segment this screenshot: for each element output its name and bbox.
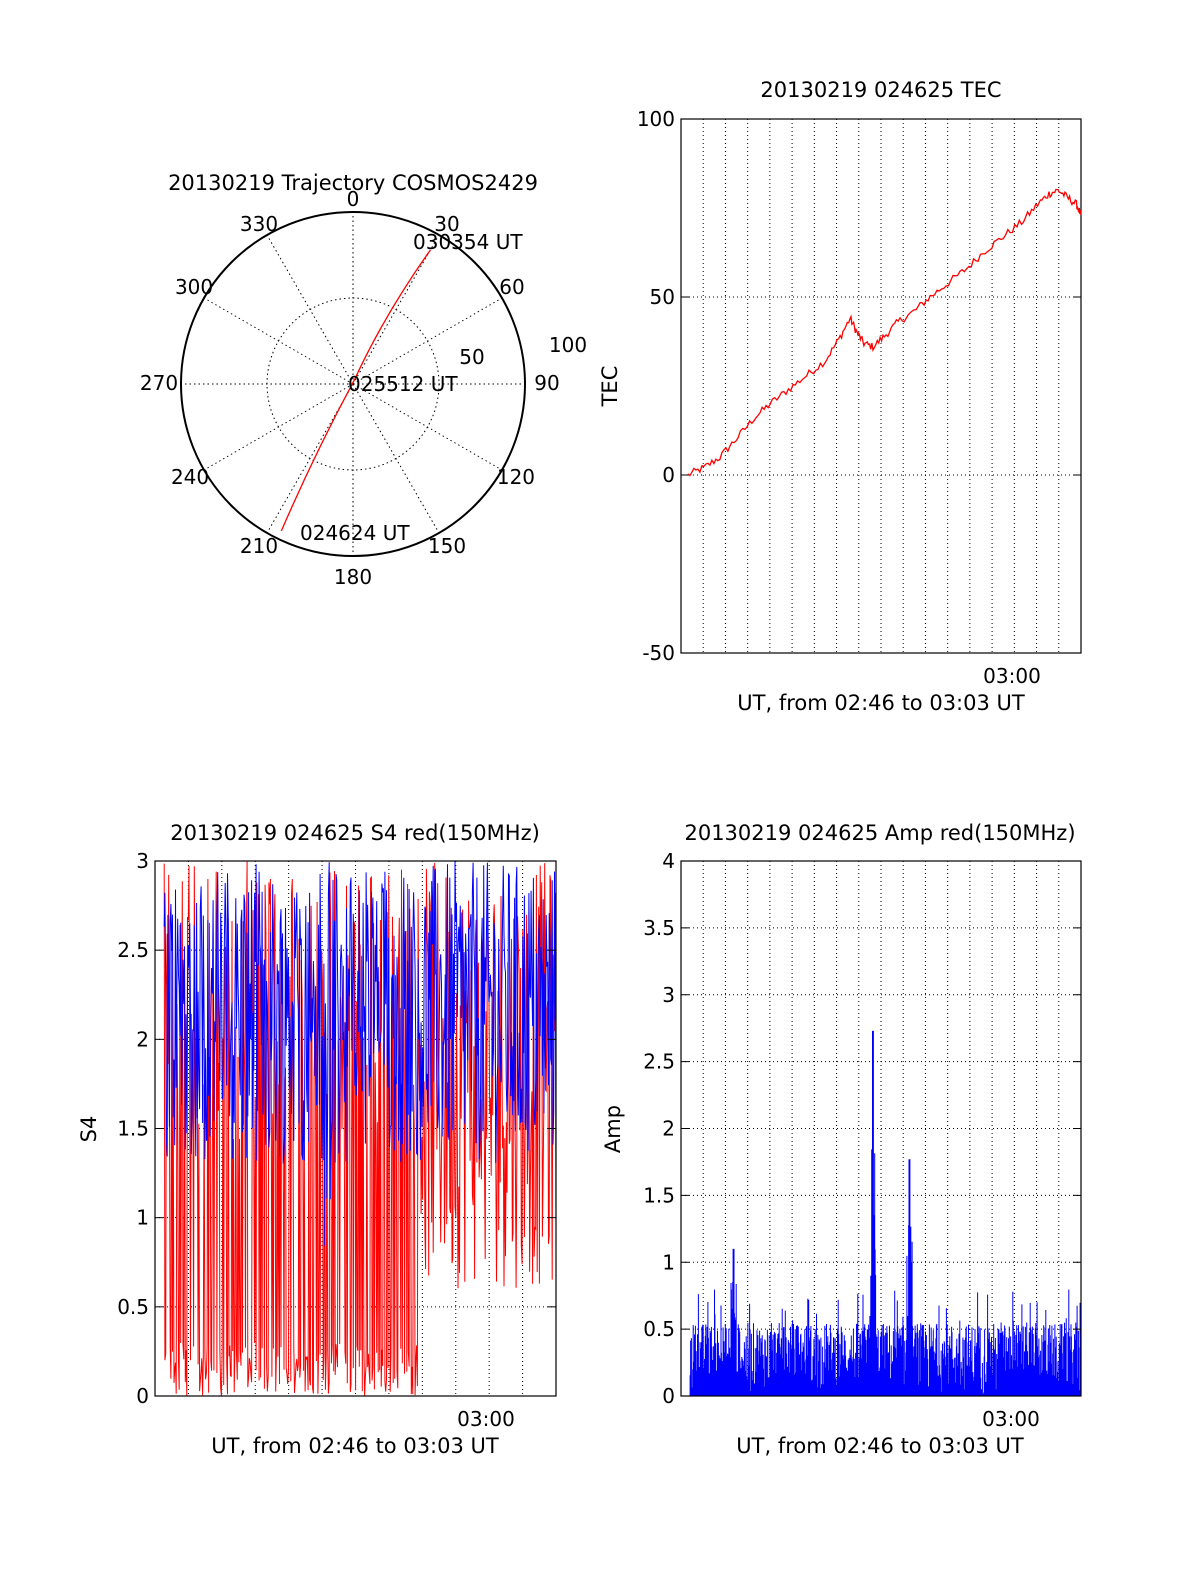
s4-y-axis-label: S4 [77,1116,101,1143]
s4-chart: 20130219 024625 S4 red(150MHz) 3 2.5 2 1.5 1… [77,821,557,1458]
polar-angle-label: 60 [499,275,524,299]
polar-radius-label: 100 [549,333,587,357]
polar-angle-label: 30 [434,212,459,236]
amp-y-axis-label: Amp [601,1105,625,1153]
polar-angle-label: 300 [175,275,213,299]
polar-spoke [266,234,354,385]
polar-angle-label: 120 [497,465,535,489]
polar-angle-label: 0 [347,187,360,211]
polar-spoke [352,383,440,534]
amp-chart-title: 20130219 024625 Amp red(150MHz) [684,821,1075,845]
tec-y-axis-ticks: 100 50 0 -50 [637,107,1081,665]
amp-x-tick-label: 03:00 [982,1407,1040,1431]
s4-x-tick-label: 03:00 [457,1407,515,1431]
tec-plot-frame [680,118,1082,654]
polar-angle-label: 150 [428,534,466,558]
y-tick-label: 0 [662,463,675,487]
tec-y-axis-label: TEC [598,366,622,408]
s4-blue-series-line [163,861,557,1246]
y-tick-label: 2 [662,1117,675,1141]
y-tick-label: 0 [136,1384,149,1408]
polar-spoke [352,297,503,385]
amp-blue-series-line [689,1030,1082,1396]
track-mid-time-label: 025512 UT [348,372,458,396]
track-start-time-label: 024624 UT [300,521,410,545]
y-tick-label: 2.5 [117,938,149,962]
s4-red-series-line [163,861,557,1396]
y-tick-label: 1 [136,1206,149,1230]
polar-radius-label: 50 [459,345,484,369]
polar-spoke [203,297,354,385]
y-tick-label: 1.5 [117,1117,149,1141]
polar-angle-label: 330 [240,212,278,236]
polar-grid [181,212,525,556]
s4-data-area [163,861,557,1396]
polar-angle-label: 210 [240,534,278,558]
amp-y-axis-ticks: 4 3.5 3 2.5 2 1.5 1 0.5 0 [643,849,1081,1408]
track-end-time-label: 030354 UT [413,230,523,254]
y-tick-label: 0 [662,1384,675,1408]
y-tick-label: -50 [642,641,675,665]
y-tick-label: 3.5 [643,916,675,940]
y-tick-label: 4 [662,849,675,873]
polar-angle-label: 240 [171,465,209,489]
y-tick-label: 2 [136,1027,149,1051]
polar-spoke [352,234,440,385]
polar-outer-ring [180,211,526,557]
y-tick-label: 0.5 [117,1295,149,1319]
tec-grid [681,119,1081,653]
y-tick-label: 1 [662,1250,675,1274]
y-tick-label: 2.5 [643,1050,675,1074]
tec-x-tick-label: 03:00 [983,664,1041,688]
amp-data-area [689,1030,1082,1396]
tec-series-line [687,188,1082,477]
amp-grid [681,861,1081,1396]
polar-trajectory-chart: 20130219 Trajectory COSMOS2429 0 30 60 90 12… [140,171,587,589]
s4-y-axis-ticks: 3 2.5 2 1.5 1 0.5 0 [117,849,556,1408]
tec-chart: 20130219 024625 TEC 100 50 0 -50 03:00 UT, … [598,78,1082,715]
polar-spoke [352,383,503,471]
polar-spoke [266,383,354,534]
amp-chart: 20130219 024625 Amp red(150MHz) 4 3.5 3 2.5… [601,821,1082,1458]
polar-angle-label: 270 [140,371,178,395]
polar-angle-label: 90 [534,371,559,395]
y-tick-label: 100 [637,107,675,131]
y-tick-label: 3 [662,983,675,1007]
y-tick-label: 0.5 [643,1317,675,1341]
polar-spoke [203,383,354,471]
y-tick-label: 3 [136,849,149,873]
tec-chart-title: 20130219 024625 TEC [760,78,1001,102]
polar-angle-label: 180 [334,565,372,589]
y-tick-label: 50 [650,285,675,309]
s4-x-axis-label: UT, from 02:46 to 03:03 UT [211,1434,499,1458]
y-tick-label: 1.5 [643,1183,675,1207]
tec-x-axis-label: UT, from 02:46 to 03:03 UT [737,691,1025,715]
amp-x-axis-label: UT, from 02:46 to 03:03 UT [736,1434,1024,1458]
polar-chart-title: 20130219 Trajectory COSMOS2429 [168,171,538,195]
s4-chart-title: 20130219 024625 S4 red(150MHz) [170,821,540,845]
satellite-track-line [280,249,431,532]
polar-angle-labels: 0 30 60 90 120 150 180 210 240 270 300 330 [140,187,560,589]
